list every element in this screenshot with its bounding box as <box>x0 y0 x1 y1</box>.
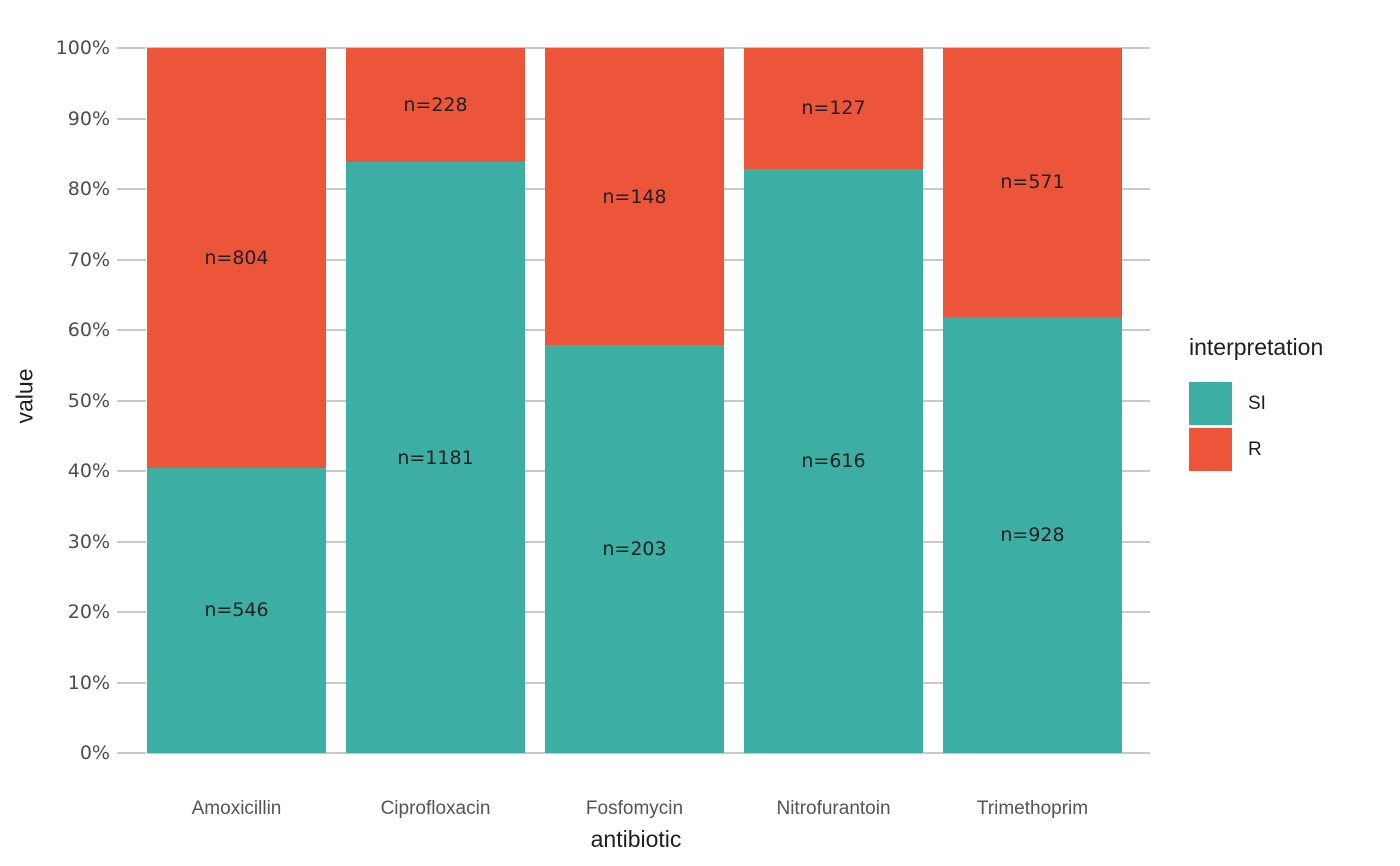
y-axis-tick <box>117 470 146 472</box>
y-axis-tick <box>117 399 146 402</box>
y-axis-tick <box>117 752 146 754</box>
bar-count-label-si: n=928 <box>1000 523 1065 546</box>
y-axis-tick-label: 20% <box>67 601 110 623</box>
bar-segment-si <box>545 345 724 753</box>
bar-segment-si <box>744 168 923 753</box>
y-axis-tick <box>117 329 146 331</box>
x-axis-tick-label: Trimethoprim <box>976 798 1089 819</box>
bar-count-label-r: n=148 <box>602 185 667 208</box>
y-axis-tick-label: 80% <box>67 178 110 200</box>
bar-segment-r <box>744 48 923 169</box>
y-axis-tick <box>117 47 146 49</box>
y-axis-tick-label: 30% <box>67 530 110 553</box>
bar-segment-r <box>147 48 326 468</box>
bar-count-label-r: n=127 <box>801 97 866 120</box>
y-axis-tick-label: 50% <box>67 389 110 412</box>
x-axis-title: antibiotic <box>590 826 682 852</box>
bar-count-label-r: n=804 <box>204 246 269 269</box>
legend-entry-si: SI <box>1189 382 1323 425</box>
legend-swatch-r-icon <box>1189 428 1232 471</box>
y-axis-tick <box>117 117 146 120</box>
x-axis-tick-label: Fosfomycin <box>585 798 684 819</box>
y-axis-tick-label: 90% <box>67 107 110 130</box>
legend-label-si: SI <box>1248 392 1266 414</box>
y-axis-tick-label: 0% <box>79 742 110 764</box>
y-axis-tick <box>117 188 146 190</box>
legend-entry-r: R <box>1189 428 1323 471</box>
legend: interpretation SI R <box>1189 334 1323 474</box>
legend-swatch-si-icon <box>1189 382 1232 425</box>
gridline <box>147 752 1150 754</box>
bar-count-label-si: n=1181 <box>397 446 474 469</box>
bar-count-label-si: n=616 <box>801 449 866 472</box>
bar-segment-si <box>346 162 525 753</box>
y-axis-tick <box>117 611 146 613</box>
bar-segment-si <box>147 467 326 753</box>
y-axis-tick-label: 100% <box>55 37 110 59</box>
y-axis-tick <box>117 540 146 543</box>
x-axis-tick-label: Nitrofurantoin <box>776 798 891 819</box>
bar-segment-si <box>943 316 1122 753</box>
x-axis-tick-label: Ciprofloxacin <box>380 798 491 819</box>
bar-segment-r <box>943 48 1122 317</box>
bar-count-label-si: n=546 <box>204 599 269 622</box>
legend-label-r: R <box>1248 438 1262 460</box>
x-axis-tick-label: Amoxicillin <box>191 798 282 819</box>
bar-count-label-r: n=228 <box>403 94 468 117</box>
legend-title: interpretation <box>1189 334 1324 360</box>
bar-segment-r <box>346 48 525 163</box>
y-axis-tick <box>117 681 146 684</box>
y-axis-tick-label: 70% <box>67 248 110 271</box>
bar-count-label-r: n=571 <box>1000 171 1065 194</box>
bar-count-label-si: n=203 <box>602 538 667 561</box>
y-axis-tick-label: 60% <box>67 319 110 341</box>
y-axis-tick-label: 10% <box>67 671 110 694</box>
bar-segment-r <box>545 48 724 346</box>
y-axis-tick <box>117 258 146 261</box>
y-axis-tick-label: 40% <box>67 460 110 482</box>
